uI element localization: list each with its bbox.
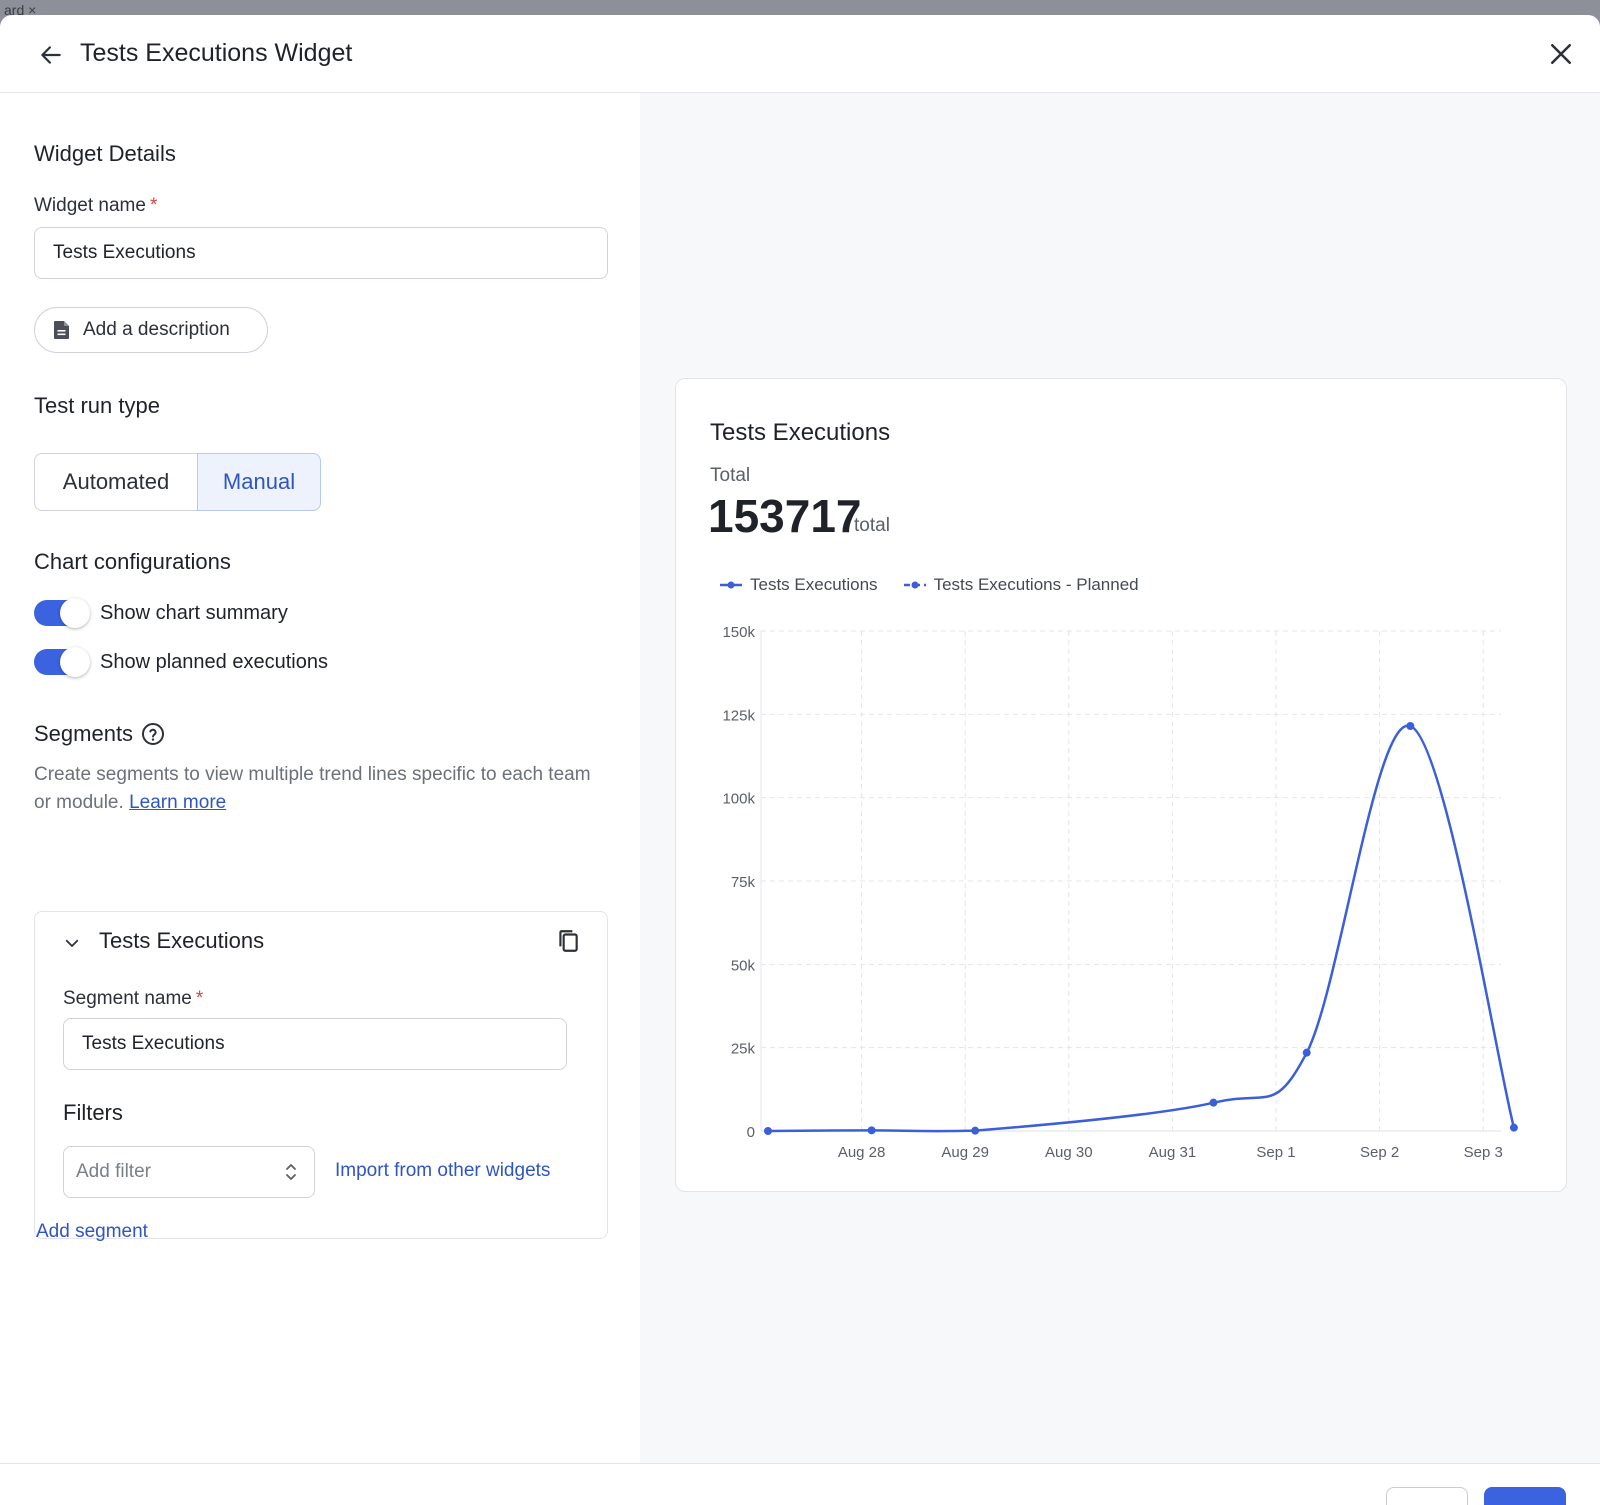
filters-title: Filters xyxy=(63,1100,123,1125)
segments-help-text: Create segments to view multiple trend l… xyxy=(34,764,591,813)
y-tick-label: 0 xyxy=(747,1124,755,1141)
segments-title: Segments xyxy=(34,721,134,746)
import-from-widgets-link[interactable]: Import from other widgets xyxy=(335,1160,551,1181)
option-manual[interactable]: Manual xyxy=(197,453,321,511)
segment-name-label: Segment name * xyxy=(63,988,204,1009)
back-button[interactable] xyxy=(1386,1487,1468,1505)
line-chart: 0 25k 50k 75k 100k 125k 150k Aug 28 Aug 29 Aug 30… xyxy=(722,624,1518,1161)
back-arrow-icon[interactable] xyxy=(38,42,64,68)
segment-name-input[interactable]: Tests Executions xyxy=(63,1018,567,1070)
option-automated[interactable]: Automated xyxy=(34,453,198,511)
legend-line-solid-icon xyxy=(720,581,742,589)
modal-header: Tests Executions Widget xyxy=(0,15,1600,93)
chart-config-title: Chart configurations xyxy=(34,549,231,574)
show-summary-toggle[interactable] xyxy=(34,598,90,628)
toggle-knob xyxy=(60,598,90,628)
data-point xyxy=(1509,1123,1518,1132)
preview-panel: Tests Executions Total 153717 total Test… xyxy=(640,93,1600,1463)
help-circle-icon[interactable] xyxy=(141,722,165,746)
y-tick-label: 50k xyxy=(731,957,756,974)
x-tick-label: Aug 31 xyxy=(1149,1144,1197,1161)
toggle-knob xyxy=(60,647,90,677)
data-point xyxy=(1406,722,1415,730)
test-run-type-title: Test run type xyxy=(34,393,160,418)
legend-label: Tests Executions - Planned xyxy=(933,575,1139,594)
chevron-down-icon[interactable] xyxy=(63,934,81,952)
save-button[interactable] xyxy=(1484,1487,1566,1505)
data-point xyxy=(971,1126,980,1135)
close-icon[interactable] xyxy=(1546,39,1576,69)
y-tick-label: 150k xyxy=(722,624,755,641)
legend-label: Tests Executions xyxy=(750,575,878,594)
x-tick-label: Sep 1 xyxy=(1256,1144,1295,1161)
show-summary-row: Show chart summary xyxy=(34,598,288,628)
add-description-label: Add a description xyxy=(83,319,230,340)
widget-name-input[interactable]: Tests Executions xyxy=(34,227,608,279)
data-point xyxy=(764,1127,772,1135)
test-run-type-toggle: Automated Manual xyxy=(34,453,321,511)
chart-legend: Tests Executions Tests Executions - Plan… xyxy=(720,575,1165,595)
legend-item-executions[interactable]: Tests Executions xyxy=(720,575,878,595)
total-value: 153717 xyxy=(708,490,862,542)
segment-card-title: Tests Executions xyxy=(99,928,265,953)
total-label: Total xyxy=(710,465,751,486)
segments-title-row: Segments xyxy=(34,721,165,747)
required-mark: * xyxy=(149,195,158,216)
widget-modal: Tests Executions Widget Widget Details W… xyxy=(0,15,1600,1505)
learn-more-link[interactable]: Learn more xyxy=(129,792,227,813)
x-tick-label: Aug 30 xyxy=(1045,1144,1093,1161)
copy-icon[interactable] xyxy=(555,928,581,954)
x-tick-label: Sep 3 xyxy=(1464,1144,1503,1161)
show-planned-label: Show planned executions xyxy=(100,650,328,673)
add-filter-select[interactable]: Add filter xyxy=(63,1146,315,1198)
show-planned-toggle[interactable] xyxy=(34,647,90,677)
add-filter-placeholder: Add filter xyxy=(76,1161,151,1182)
chart-card: Tests Executions Total 153717 total Test… xyxy=(675,378,1567,1192)
widget-details-title: Widget Details xyxy=(34,141,176,166)
data-point xyxy=(1209,1098,1218,1107)
chart-title: Tests Executions xyxy=(710,419,891,446)
data-point xyxy=(1302,1048,1311,1057)
series-line-tests-executions xyxy=(767,724,1516,1133)
x-tick-label: Sep 2 xyxy=(1360,1144,1399,1161)
widget-name-label: Widget name * xyxy=(34,195,158,216)
required-mark: * xyxy=(195,988,204,1009)
modal-footer xyxy=(0,1463,1600,1505)
y-tick-label: 100k xyxy=(722,791,755,808)
show-summary-label: Show chart summary xyxy=(100,601,288,624)
add-segment-link[interactable]: Add segment xyxy=(36,1221,148,1242)
total-unit: total xyxy=(854,515,890,536)
background-tab-text: ard × xyxy=(4,2,37,18)
add-description-button[interactable]: Add a description xyxy=(34,307,268,353)
document-icon xyxy=(54,321,69,339)
show-planned-row: Show planned executions xyxy=(34,647,328,677)
y-tick-label: 75k xyxy=(731,874,756,891)
data-point xyxy=(867,1126,876,1135)
y-tick-label: 125k xyxy=(722,707,755,724)
legend-item-planned[interactable]: Tests Executions - Planned xyxy=(903,575,1139,595)
legend-line-dashed-icon xyxy=(903,581,926,589)
modal-title: Tests Executions Widget xyxy=(80,39,353,67)
x-tick-label: Aug 28 xyxy=(838,1144,886,1161)
y-tick-label: 25k xyxy=(731,1041,756,1058)
config-panel: Widget Details Widget name * Tests Execut… xyxy=(0,93,640,1463)
select-arrows-icon xyxy=(286,1164,296,1180)
segment-card: Tests Executions Segment name * Tests Exe… xyxy=(34,911,608,1239)
x-tick-label: Aug 29 xyxy=(941,1144,989,1161)
